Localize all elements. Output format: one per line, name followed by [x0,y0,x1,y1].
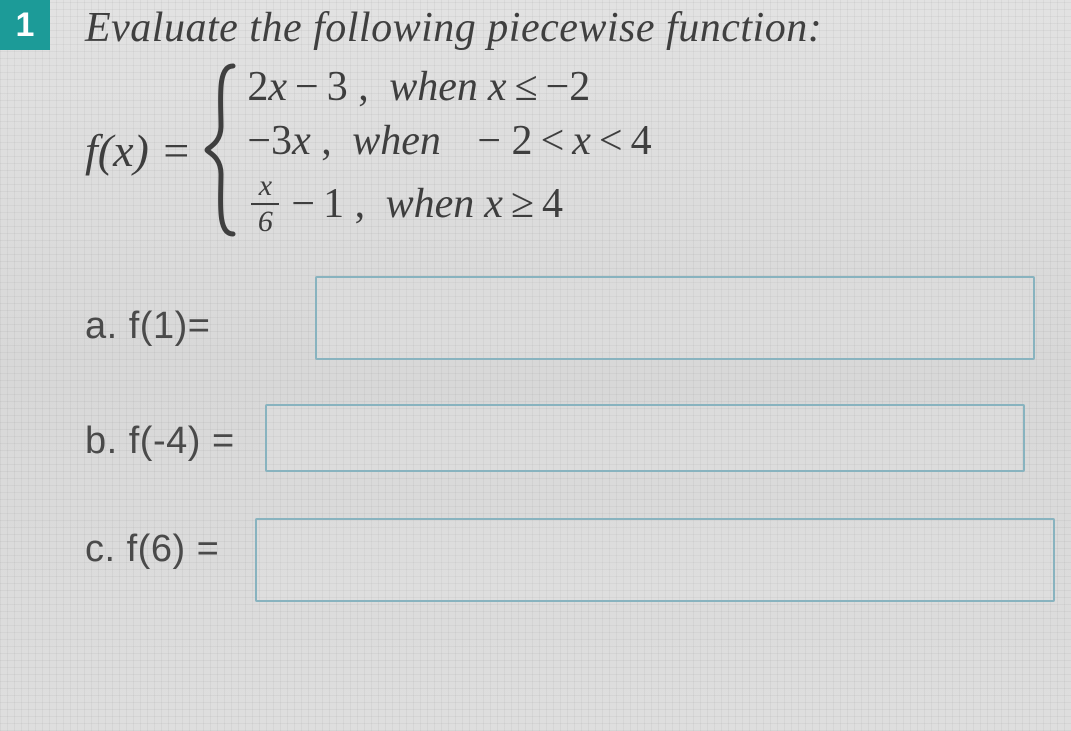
case-2-rrel: < [599,117,623,165]
case-1: 2 x − 3 , when x ≤ −2 [247,63,651,111]
case-3-when: when [386,180,475,228]
part-a-label: a. f(1)= [85,305,305,348]
question-number: 1 [16,6,35,45]
case-2-cond-var: x [572,117,591,165]
part-a-prefix: a. [85,305,129,347]
comma: , [344,180,376,228]
question-page: 1 Evaluate the following piecewise funct… [0,0,1071,731]
part-a-fn: f(1)= [129,305,211,347]
case-3-const: 1 [323,180,344,228]
part-b-row: b. f(-4) = [85,404,1061,478]
left-brace-icon [203,60,239,240]
part-c-row: c. f(6) = [85,514,1061,584]
case-1-cond-var: x [488,63,507,111]
case-2-coef: −3 [247,117,292,165]
case-1-coef: 2 [247,63,268,111]
case-1-rel: ≤ [515,63,538,111]
case-2-space [459,117,470,165]
part-b-input[interactable] [265,404,1025,472]
case-1-when: when [389,63,478,111]
case-3-rel: ≥ [511,180,534,228]
piecewise-cases: 2 x − 3 , when x ≤ −2 −3 x , when − [247,63,651,237]
case-2: −3 x , when − 2 < x < 4 [247,117,651,165]
case-1-var: x [268,63,287,111]
part-c-prefix: c. [85,528,127,570]
part-b-fn: f(-4) = [129,420,235,462]
case-2-var: x [292,117,311,165]
case-1-op: − [295,63,319,111]
part-b-prefix: b. [85,420,129,462]
comma: , [348,63,380,111]
case-3-fraction: x 6 [251,171,279,237]
question-content: Evaluate the following piecewise functio… [85,0,1061,584]
case-3-op: − [291,180,315,228]
case-2-lrel: < [541,117,565,165]
frac-den: 6 [258,207,273,237]
case-3-cond-var: x [484,180,503,228]
case-2-rbound: 4 [631,117,652,165]
case-1-const: 3 [327,63,348,111]
comma: , [311,117,343,165]
case-2-lbound: − 2 [477,117,532,165]
part-a-row: a. f(1)= [85,284,1061,368]
question-prompt: Evaluate the following piecewise functio… [85,4,1061,52]
function-head: f(x) = [85,124,191,177]
part-a-input[interactable] [315,276,1035,360]
part-c-fn: f(6) = [127,528,220,570]
case-1-bound: −2 [546,63,591,111]
case-3-bound: 4 [542,180,563,228]
part-c-input[interactable] [255,518,1055,602]
case-3: x 6 − 1 , when x ≥ 4 [247,171,651,237]
frac-num: x [259,171,272,201]
piecewise-function: f(x) = 2 x − 3 , when x ≤ −2 [85,60,1061,240]
question-number-badge: 1 [0,0,50,50]
case-2-when: when [352,117,441,165]
answer-parts: a. f(1)= b. f(-4) = c. f(6) = [85,284,1061,584]
